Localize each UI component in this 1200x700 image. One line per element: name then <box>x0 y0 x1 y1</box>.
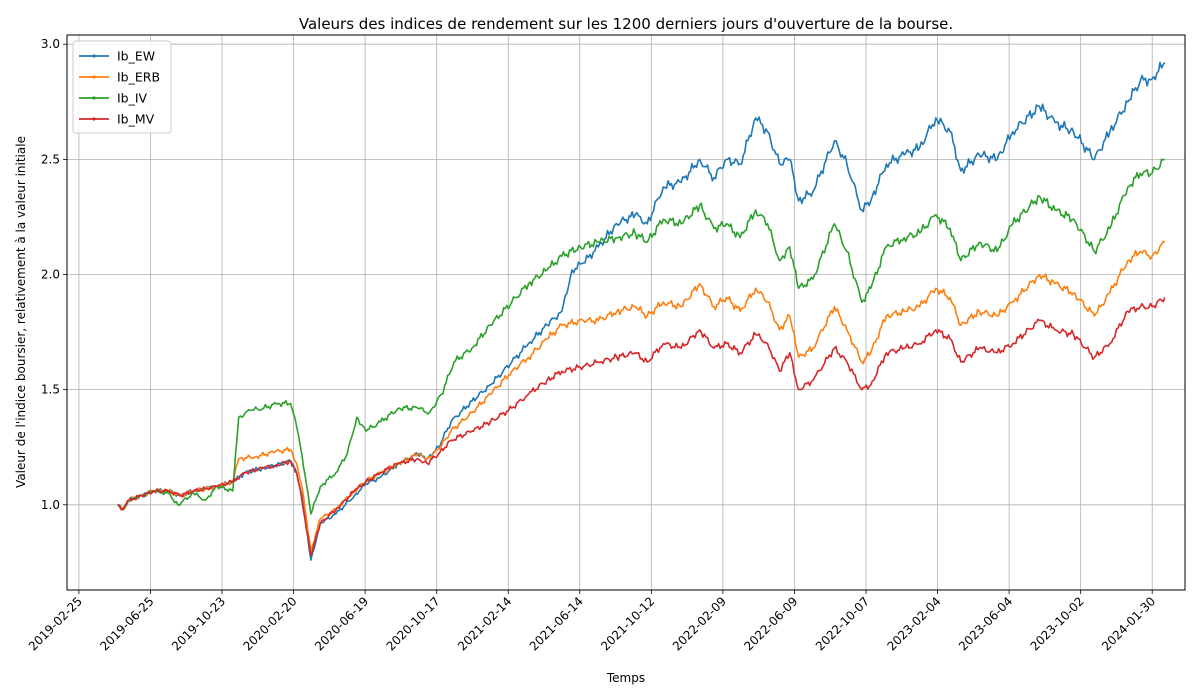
legend-marker <box>92 117 96 121</box>
legend-label: Ib_EW <box>117 49 155 64</box>
legend-label: Ib_MV <box>117 112 155 127</box>
y-tick-label: 2.0 <box>41 268 60 282</box>
y-tick-label: 1.0 <box>41 498 60 512</box>
legend-label: Ib_IV <box>117 91 148 106</box>
legend-marker <box>92 54 96 58</box>
chart-title: Valeurs des indices de rendement sur les… <box>299 15 953 33</box>
y-axis-title: Valeur de l'indice boursier, relativemen… <box>14 136 28 488</box>
series-group <box>117 61 1166 561</box>
series-line-ib-erb <box>117 240 1166 552</box>
series-line-ib-mv <box>117 297 1166 557</box>
legend-marker <box>92 75 96 79</box>
legend-box <box>72 40 172 134</box>
series-line-ib-iv <box>117 158 1165 515</box>
legend-label: Ib_ERB <box>117 70 160 85</box>
legend-marker <box>92 96 96 100</box>
y-tick-label: 3.0 <box>41 37 60 51</box>
y-axis-ticks: 1.0 1.5 2.0 2.5 3.0 <box>41 37 67 512</box>
y-tick-label: 2.5 <box>41 152 60 166</box>
plot-frame <box>66 34 1186 591</box>
y-tick-label: 1.5 <box>41 383 60 397</box>
x-axis-title: Temps <box>606 671 645 685</box>
legend: Ib_EW Ib_ERB Ib_IV Ib_MV <box>72 40 172 134</box>
grid <box>67 35 1185 590</box>
